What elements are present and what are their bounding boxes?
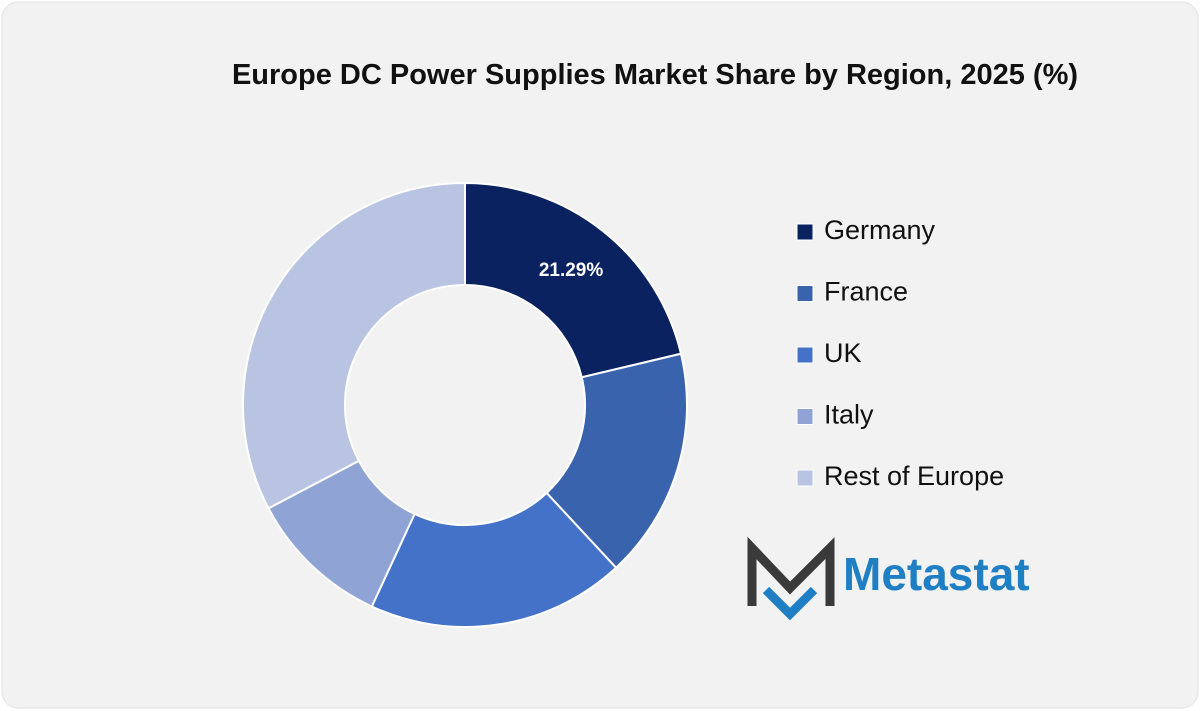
- legend-swatch: [796, 223, 814, 241]
- logo-text: Metastat: [843, 548, 1030, 600]
- slice: [242, 181, 466, 510]
- legend-label: Rest of Europe: [824, 461, 1004, 491]
- data-label: 21.29%: [539, 260, 604, 281]
- legend-label: Germany: [824, 215, 936, 245]
- chart-title: Europe DC Power Supplies Market Share by…: [231, 59, 1079, 91]
- slice: [545, 352, 688, 570]
- legend-label: UK: [824, 338, 862, 368]
- legend-label: France: [824, 277, 908, 307]
- legend-swatch: [796, 469, 814, 487]
- legend-swatch: [796, 285, 814, 302]
- legend-swatch: [796, 408, 814, 425]
- slice: [464, 181, 683, 379]
- logo-icon: [747, 536, 835, 621]
- legend-label: Italy: [824, 400, 874, 430]
- slice: [370, 491, 618, 628]
- legend-swatch: [796, 346, 814, 364]
